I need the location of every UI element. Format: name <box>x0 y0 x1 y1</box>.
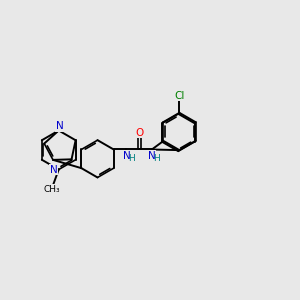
Text: N: N <box>56 122 64 131</box>
Text: Cl: Cl <box>174 91 184 101</box>
Text: N: N <box>148 151 156 161</box>
Text: H: H <box>128 154 135 164</box>
Text: CH₃: CH₃ <box>44 185 60 194</box>
Text: H: H <box>154 154 160 164</box>
Text: O: O <box>136 128 144 137</box>
Text: N: N <box>50 164 57 175</box>
Text: N: N <box>122 151 130 161</box>
